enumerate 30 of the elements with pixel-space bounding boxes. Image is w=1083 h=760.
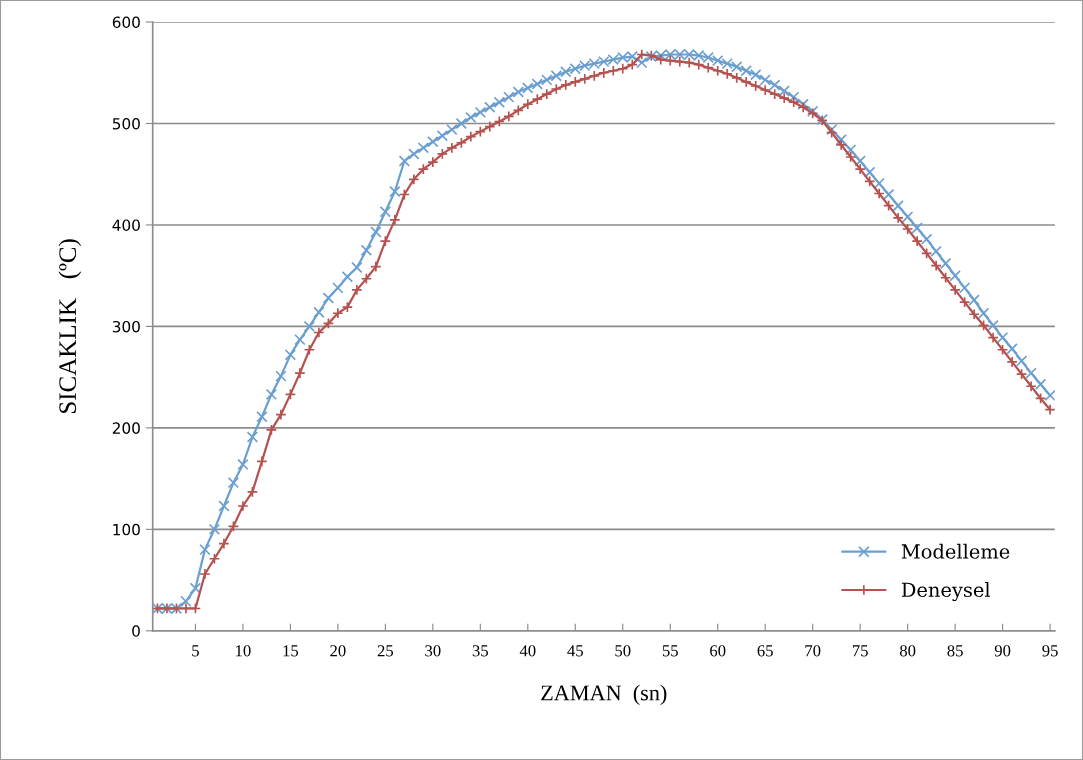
y-axis-title: SICAKLIK (ºC) (58, 239, 82, 413)
x-tick-label: 25 (377, 645, 394, 657)
x-tick-label: 75 (852, 645, 868, 657)
y-tick-label: 600 (112, 16, 140, 29)
x-tick-label: 10 (236, 645, 251, 657)
x-tick-label: 55 (662, 645, 678, 657)
y-tick-label: 400 (112, 219, 140, 231)
x-tick-label: 90 (994, 645, 1011, 657)
legend-label: Deneysel (901, 582, 991, 602)
x-axis-title: ZAMAN (sn) (541, 684, 667, 705)
x-tick-label: 20 (330, 645, 346, 657)
y-tick-label: 100 (113, 523, 140, 536)
x-tick-label: 40 (519, 645, 536, 657)
x-tick-label: 50 (615, 645, 631, 657)
y-tick-label: 300 (112, 320, 140, 333)
x-tick-label: 80 (899, 645, 916, 657)
x-tick-label: 85 (947, 645, 963, 657)
y-tick-label: 500 (112, 117, 140, 130)
y-tick-label: 0 (132, 625, 140, 637)
x-tick-label: 60 (710, 645, 726, 657)
x-tick-label: 70 (805, 645, 821, 657)
x-tick-label: 65 (757, 645, 773, 657)
y-tick-label: 200 (112, 422, 140, 434)
x-tick-label: 95 (1042, 645, 1058, 657)
x-tick-label: 30 (425, 645, 441, 657)
x-tick-label: 5 (192, 645, 199, 657)
x-tick-label: 45 (567, 645, 583, 657)
x-tick-label: 35 (472, 645, 488, 657)
x-tick-label: 15 (283, 645, 299, 657)
legend-label: Modelleme (901, 543, 1010, 559)
